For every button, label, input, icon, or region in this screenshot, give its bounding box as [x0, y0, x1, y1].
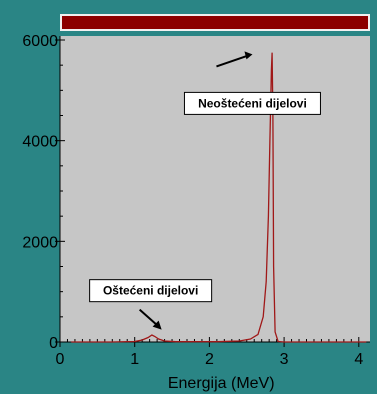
x-tick-label: 2	[205, 351, 214, 368]
annotation-damaged: Oštećeni dijelovi	[103, 284, 198, 298]
title-bar	[60, 14, 370, 31]
annotation-box-damaged	[89, 279, 213, 303]
y-tick-label: 6000	[22, 33, 58, 50]
annotation-box-undamaged	[183, 91, 321, 115]
annotation-arrow-damaged	[138, 308, 159, 327]
y-tick-label: 0	[49, 335, 58, 352]
x-tick-label: 0	[56, 351, 65, 368]
y-tick-label: 2000	[22, 234, 58, 251]
x-axis-label: Energija (MeV)	[168, 375, 275, 392]
annotation-arrow-undamaged	[216, 54, 249, 68]
series-line	[71, 52, 367, 343]
annotation-undamaged: Neoštećeni dijelovi	[198, 96, 307, 110]
x-tick-label: 3	[280, 351, 289, 368]
y-tick-label: 4000	[22, 134, 58, 151]
annotation-arrowhead-damaged	[152, 320, 162, 330]
x-tick-label: 1	[130, 351, 139, 368]
annotation-arrowhead-undamaged	[244, 51, 253, 60]
x-tick-label: 4	[354, 351, 363, 368]
